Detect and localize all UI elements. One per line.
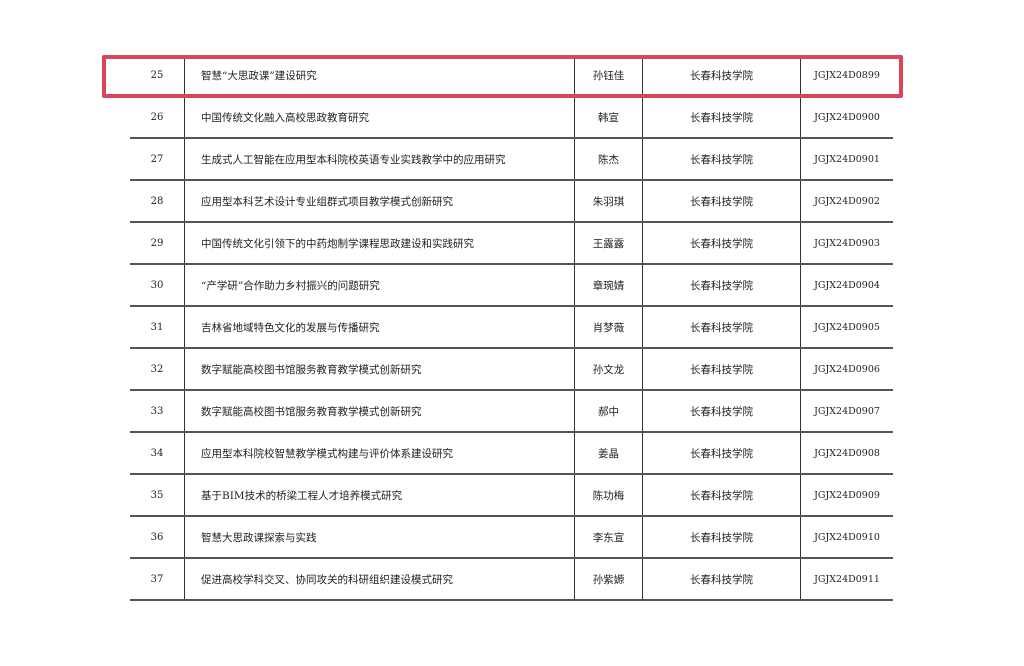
row-number: 31 <box>150 321 164 333</box>
row-number: 28 <box>150 195 164 207</box>
school-name: 长春科技学院 <box>642 391 800 431</box>
school-name: 长春科技学院 <box>642 55 800 95</box>
table-row: 26 中国传统文化融入高校思政教育研究 韩宣 长春科技学院 JGJX24D0900 <box>130 97 893 139</box>
table-row: 31 吉林省地域特色文化的发展与传播研究 肖梦薇 长春科技学院 JGJX24D0905 <box>130 307 893 349</box>
row-number: 34 <box>150 447 164 459</box>
table-row: 36 智慧大思政课探索与实践 李东宣 长春科技学院 JGJX24D0910 <box>130 517 893 559</box>
project-code: JGJX24D0910 <box>800 517 893 557</box>
leader-name: 肖梦薇 <box>574 307 642 347</box>
project-title: 智慧“大思政课”建设研究 <box>184 55 574 95</box>
row-number: 35 <box>150 489 164 501</box>
project-code: JGJX24D0900 <box>800 97 893 137</box>
project-code: JGJX24D0904 <box>800 265 893 305</box>
project-code: JGJX24D0903 <box>800 223 893 263</box>
leader-name: 姜晶 <box>574 433 642 473</box>
school-name: 长春科技学院 <box>642 223 800 263</box>
project-title: 中国传统文化引领下的中药炮制学课程思政建设和实践研究 <box>184 223 574 263</box>
table-row: 30 “产学研”合作助力乡村振兴的问题研究 章琬婧 长春科技学院 JGJX24D0904 <box>130 265 893 307</box>
project-title: 促进高校学科交叉、协同攻关的科研组织建设模式研究 <box>184 559 574 599</box>
row-number: 32 <box>150 363 164 375</box>
table-row: 27 生成式人工智能在应用型本科院校英语专业实践教学中的应用研究 陈杰 长春科技学院 J… <box>130 139 893 181</box>
leader-name: 陈功梅 <box>574 475 642 515</box>
leader-name: 郝中 <box>574 391 642 431</box>
project-title: 吉林省地域特色文化的发展与传播研究 <box>184 307 574 347</box>
table-row: 37 促进高校学科交叉、协同攻关的科研组织建设模式研究 孙紫嫄 长春科技学院 JGJX2… <box>130 559 893 601</box>
leader-name: 孙紫嫄 <box>574 559 642 599</box>
row-number: 29 <box>150 237 164 249</box>
school-name: 长春科技学院 <box>642 475 800 515</box>
school-name: 长春科技学院 <box>642 433 800 473</box>
school-name: 长春科技学院 <box>642 517 800 557</box>
leader-name: 孙文龙 <box>574 349 642 389</box>
project-code: JGJX24D0906 <box>800 349 893 389</box>
project-code: JGJX24D0902 <box>800 181 893 221</box>
school-name: 长春科技学院 <box>642 265 800 305</box>
project-code: JGJX24D0911 <box>800 559 893 599</box>
project-title: 基于BIM技术的桥梁工程人才培养模式研究 <box>184 475 574 515</box>
project-title: 应用型本科艺术设计专业组群式项目教学模式创新研究 <box>184 181 574 221</box>
table-row: 34 应用型本科院校智慧教学模式构建与评价体系建设研究 姜晶 长春科技学院 JGJX24… <box>130 433 893 475</box>
row-number: 25 <box>150 69 164 81</box>
project-title: 数字赋能高校图书馆服务教育教学模式创新研究 <box>184 349 574 389</box>
project-title: 数字赋能高校图书馆服务教育教学模式创新研究 <box>184 391 574 431</box>
project-title: “产学研”合作助力乡村振兴的问题研究 <box>184 265 574 305</box>
project-code: JGJX24D0905 <box>800 307 893 347</box>
project-code: JGJX24D0901 <box>800 139 893 179</box>
project-title: 智慧大思政课探索与实践 <box>184 517 574 557</box>
school-name: 长春科技学院 <box>642 349 800 389</box>
project-title: 生成式人工智能在应用型本科院校英语专业实践教学中的应用研究 <box>184 139 574 179</box>
leader-name: 陈杰 <box>574 139 642 179</box>
row-number: 30 <box>150 279 164 291</box>
project-table: 25 智慧“大思政课”建设研究 孙钰佳 长春科技学院 JGJX24D0899 26 中国传统… <box>130 55 893 601</box>
leader-name: 孙钰佳 <box>574 55 642 95</box>
project-title: 中国传统文化融入高校思政教育研究 <box>184 97 574 137</box>
school-name: 长春科技学院 <box>642 139 800 179</box>
table-row: 25 智慧“大思政课”建设研究 孙钰佳 长春科技学院 JGJX24D0899 <box>130 55 893 97</box>
row-number: 37 <box>150 573 164 585</box>
row-number: 26 <box>150 111 164 123</box>
row-number: 36 <box>150 531 164 543</box>
table-row: 33 数字赋能高校图书馆服务教育教学模式创新研究 郝中 长春科技学院 JGJX24D09… <box>130 391 893 433</box>
school-name: 长春科技学院 <box>642 181 800 221</box>
row-number: 33 <box>150 405 164 417</box>
row-number: 27 <box>150 153 164 165</box>
school-name: 长春科技学院 <box>642 559 800 599</box>
project-code: JGJX24D0907 <box>800 391 893 431</box>
school-name: 长春科技学院 <box>642 97 800 137</box>
project-code: JGJX24D0908 <box>800 433 893 473</box>
table-row: 35 基于BIM技术的桥梁工程人才培养模式研究 陈功梅 长春科技学院 JGJX24D09… <box>130 475 893 517</box>
table-row: 29 中国传统文化引领下的中药炮制学课程思政建设和实践研究 王露露 长春科技学院 JGJ… <box>130 223 893 265</box>
leader-name: 王露露 <box>574 223 642 263</box>
table-row: 28 应用型本科艺术设计专业组群式项目教学模式创新研究 朱羽琪 长春科技学院 JGJX2… <box>130 181 893 223</box>
project-code: JGJX24D0899 <box>800 55 893 95</box>
table-row: 32 数字赋能高校图书馆服务教育教学模式创新研究 孙文龙 长春科技学院 JGJX24D0… <box>130 349 893 391</box>
project-title: 应用型本科院校智慧教学模式构建与评价体系建设研究 <box>184 433 574 473</box>
leader-name: 章琬婧 <box>574 265 642 305</box>
school-name: 长春科技学院 <box>642 307 800 347</box>
leader-name: 韩宣 <box>574 97 642 137</box>
project-code: JGJX24D0909 <box>800 475 893 515</box>
leader-name: 朱羽琪 <box>574 181 642 221</box>
leader-name: 李东宣 <box>574 517 642 557</box>
